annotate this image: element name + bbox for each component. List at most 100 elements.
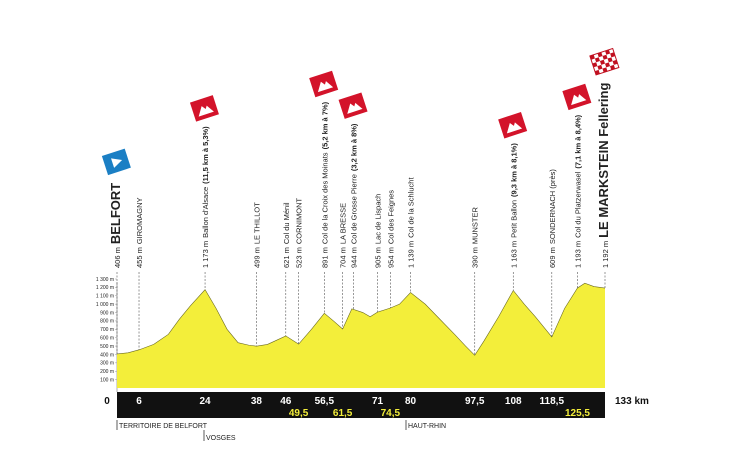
waypoint-label: 390 m MUNSTER — [471, 206, 480, 268]
flag-icon — [347, 102, 363, 114]
waypoint-detail: (11,5 km à 5,3%) — [201, 126, 210, 184]
waypoint-name: Col des Feignes — [386, 190, 395, 244]
climb-flag — [562, 83, 592, 111]
flag-icon — [198, 105, 214, 117]
y-tick-label: 1 300 m — [96, 277, 114, 283]
waypoint-label: 1 173 m Ballon d'Alsace (11,5 km à 5,3%) — [201, 126, 210, 268]
waypoint-name: LA BRESSE — [339, 203, 348, 244]
region-label: TERRITOIRE DE BELFORT — [119, 423, 208, 430]
waypoint-altitude: 455 m — [135, 247, 144, 268]
flag-icon — [111, 158, 123, 168]
flag-check — [605, 49, 611, 55]
waypoint-label: 1 193 m Col du Platzerwasel (7,1 km à 8,4%… — [573, 114, 582, 268]
x-tick-label: 61,5 — [333, 408, 353, 419]
waypoint-altitude: 905 m — [374, 247, 383, 268]
flag-check — [610, 64, 616, 70]
waypoint-label: 406 m BELFORT — [108, 183, 123, 268]
waypoint-label: 1 139 m Col de la Schlucht — [407, 177, 416, 268]
waypoint-label: 891 m Col de la Croix des Moinats (5,2 km … — [320, 101, 329, 268]
waypoint-altitude: 1 163 m — [509, 241, 518, 268]
waypoint-name: SONDERNACH (près) — [548, 169, 557, 245]
waypoint-name: Col du Ménil — [282, 202, 291, 244]
waypoint-altitude: 390 m — [471, 247, 480, 268]
flag-check — [594, 57, 600, 63]
start-flag — [101, 148, 131, 176]
km-band — [117, 392, 605, 418]
waypoint-altitude: 406 m — [113, 247, 122, 268]
flag-check — [607, 57, 613, 63]
waypoint-detail: (5,2 km à 7%) — [320, 101, 329, 149]
flag-check — [605, 62, 611, 68]
waypoint-altitude: 499 m — [252, 247, 261, 268]
waypoint-label: 1 192 m LE MARKSTEIN Fellering — [596, 83, 611, 268]
x-tick-label: 74,5 — [381, 408, 401, 419]
waypoint-altitude: 1 193 m — [573, 241, 582, 268]
y-tick-label: 1 000 m — [96, 302, 114, 308]
waypoint-label: 704 m LA BRESSE — [339, 203, 348, 268]
x-tick-label: 80 — [405, 396, 417, 407]
x-tick-label: 108 — [505, 396, 522, 407]
waypoint-altitude: 954 m — [386, 247, 395, 268]
waypoint-detail: (9,3 km à 8,1%) — [509, 143, 518, 197]
waypoint-name: LE THILLOT — [252, 202, 261, 244]
waypoint-name: Col du Platzerwasel — [573, 171, 582, 238]
waypoint-label: 499 m LE THILLOT — [252, 202, 261, 268]
waypoint-label: 455 m GIROMAGNY — [135, 197, 144, 268]
waypoint-altitude: 891 m — [320, 247, 329, 268]
y-tick-label: 600 m — [100, 335, 114, 341]
waypoint-label: 944 m Col de Grosse Pierre (3,2 km à 8%) — [350, 123, 359, 268]
x-tick-label: 56,5 — [315, 396, 335, 407]
climb-flag — [189, 95, 219, 122]
waypoint-altitude: 621 m — [282, 247, 291, 268]
waypoint-altitude: 704 m — [339, 247, 348, 268]
finish-flag — [589, 47, 620, 76]
y-tick-label: 1 100 m — [96, 294, 114, 300]
x-tick-label: 71 — [372, 396, 384, 407]
y-tick-label: 900 m — [100, 310, 114, 316]
waypoint-label: 523 m CORNIMONT — [295, 197, 304, 268]
climb-flag — [338, 92, 368, 119]
y-tick-label: 300 m — [100, 361, 114, 367]
flag-check — [597, 64, 603, 70]
flag-check — [602, 54, 608, 60]
climb-flag — [309, 70, 339, 98]
x-tick-label: 118,5 — [540, 396, 565, 407]
flag-check — [589, 54, 595, 60]
x-tick-label: 133 km — [615, 396, 649, 407]
flag-check — [599, 59, 605, 65]
elevation-area — [117, 283, 605, 388]
flag-icon — [317, 81, 334, 93]
waypoint-altitude: 944 m — [350, 247, 359, 268]
y-tick-label: 100 m — [100, 377, 114, 383]
x-tick-label: 97,5 — [465, 396, 485, 407]
waypoint-name: LE MARKSTEIN Fellering — [596, 83, 611, 238]
flag-check — [612, 59, 618, 65]
waypoint-name: MUNSTER — [471, 206, 480, 244]
y-tick-label: 1 200 m — [96, 285, 114, 291]
flag-check — [597, 52, 603, 58]
y-tick-label: 700 m — [100, 327, 114, 333]
waypoint-label: 609 m SONDERNACH (près) — [548, 169, 557, 268]
waypoint-altitude: 1 139 m — [407, 241, 416, 268]
waypoint-detail: (7,1 km à 8,4%) — [573, 114, 582, 168]
region-label: VOSGES — [206, 435, 236, 442]
flag-check — [602, 67, 608, 73]
flag-icon — [571, 94, 587, 106]
flag-check — [594, 69, 600, 75]
waypoint-altitude: 523 m — [295, 247, 304, 268]
waypoint-name: CORNIMONT — [295, 197, 304, 244]
y-tick-label: 400 m — [100, 352, 114, 358]
waypoint-name: Col de la Croix des Moinats — [320, 152, 329, 244]
waypoint-name: Col de Grosse Pierre — [350, 174, 359, 244]
waypoint-name: Lac de Lispach — [374, 194, 383, 244]
y-tick-label: 800 m — [100, 319, 114, 325]
waypoint-name: BELFORT — [108, 183, 123, 244]
y-tick-label: 500 m — [100, 344, 114, 350]
climb-flag — [498, 112, 528, 139]
waypoint-label: 905 m Lac de Lispach — [374, 194, 383, 268]
waypoint-name: GIROMAGNY — [135, 197, 144, 244]
flag-check — [610, 52, 616, 58]
x-tick-label: 38 — [251, 396, 263, 407]
waypoint-label: 1 163 m Petit Ballon (9,3 km à 8,1%) — [509, 143, 518, 268]
x-tick-label: 0 — [104, 396, 110, 407]
